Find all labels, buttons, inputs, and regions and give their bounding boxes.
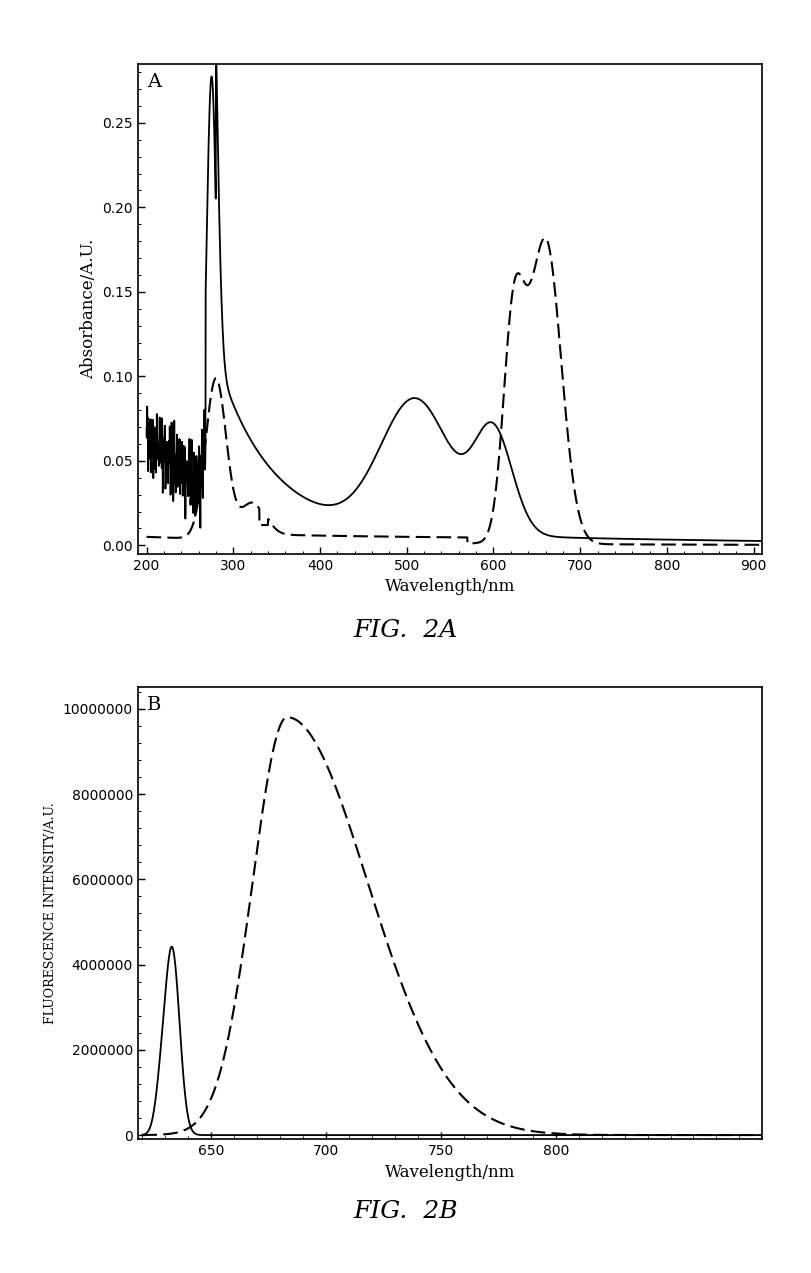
- Text: FIG.  2A: FIG. 2A: [354, 619, 457, 642]
- Text: B: B: [148, 696, 161, 714]
- Text: A: A: [148, 74, 161, 92]
- Y-axis label: Absorbance/A.U.: Absorbance/A.U.: [79, 238, 97, 379]
- X-axis label: Wavelength/nm: Wavelength/nm: [385, 578, 515, 596]
- Y-axis label: FLUORESCENCE INTENSITY/A.U.: FLUORESCENCE INTENSITY/A.U.: [45, 802, 58, 1025]
- Text: FIG.  2B: FIG. 2B: [353, 1200, 458, 1223]
- X-axis label: Wavelength/nm: Wavelength/nm: [385, 1164, 515, 1181]
